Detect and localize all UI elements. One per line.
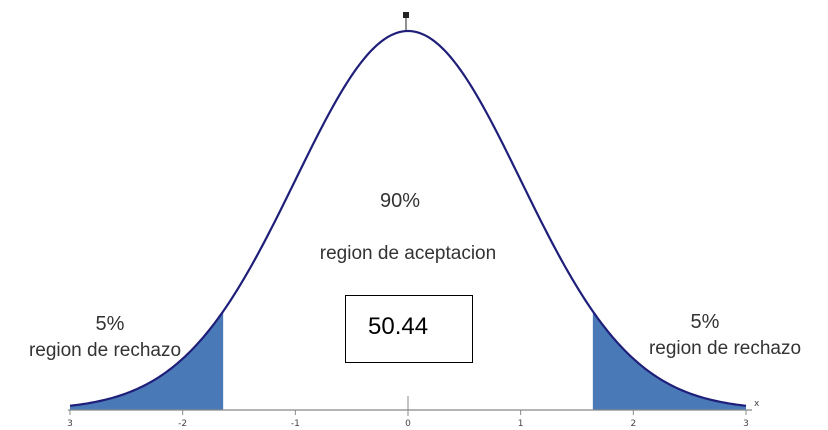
- acceptance-region-label: region de aceptacion: [319, 243, 497, 264]
- x-tick-label: 2: [630, 419, 636, 429]
- left-rejection-area: [70, 312, 223, 410]
- acceptance-percent: 90%: [379, 190, 421, 212]
- left-rejection-label: region de rechazo: [28, 340, 182, 361]
- x-tick-label: 1: [518, 419, 524, 429]
- right-rejection-percent: 5%: [690, 311, 720, 333]
- right-rejection-label: region de rechazo: [648, 338, 802, 359]
- x-tick-label: 3: [67, 419, 73, 429]
- right-rejection-area: [593, 312, 746, 410]
- density-curve: [69, 29, 747, 407]
- x-tick-label: 0: [405, 419, 411, 429]
- x-tick-label: 3: [743, 419, 749, 429]
- value-box: 50.44: [345, 295, 473, 363]
- x-axis-ticks: 3 -2 -1 0 1 2 3: [67, 410, 749, 429]
- x-tick-label: -2: [178, 419, 187, 429]
- top-arrow-icon: [403, 12, 409, 30]
- value-text: 50.44: [368, 313, 429, 340]
- x-axis-letter: x: [754, 399, 760, 409]
- left-rejection-percent: 5%: [95, 313, 125, 335]
- x-tick-label: -1: [291, 419, 300, 429]
